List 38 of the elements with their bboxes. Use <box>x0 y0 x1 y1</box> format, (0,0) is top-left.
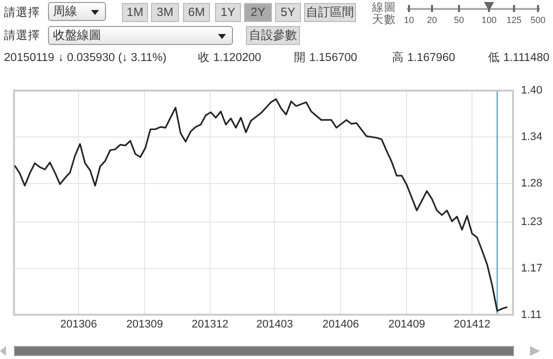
text: 自訂區間 <box>304 3 356 22</box>
text: 100 <box>480 15 498 26</box>
text: 高 1.167960 <box>392 52 456 64</box>
text: 2Y <box>244 3 272 22</box>
y-tick-label: 1.34 <box>521 131 542 144</box>
text: 500 <box>529 15 547 26</box>
y-tick-label: 1.23 <box>521 216 542 228</box>
text: 3M <box>151 3 179 22</box>
text: 線圖天數 <box>372 2 397 26</box>
x-tick-label: 201406 <box>322 318 360 330</box>
x-tick-label: 201306 <box>60 318 97 330</box>
y-tick-label: 1.17 <box>521 262 542 274</box>
text: 開 1.156700 <box>294 52 358 64</box>
text: 1M <box>122 3 148 22</box>
text: 低 1.111480 <box>488 52 550 64</box>
text: 收盤線圖 <box>53 28 101 42</box>
x-tick-label: 201403 <box>256 318 293 330</box>
text: ↓ 0.035930 (↓ 3.11%) <box>58 52 166 64</box>
text: 6M <box>183 3 210 22</box>
y-tick-label: 1.28 <box>521 177 542 190</box>
text: 5Y <box>275 3 301 22</box>
x-tick-label: 201412 <box>454 318 490 330</box>
y-tick-label: 1.11 <box>521 308 542 321</box>
text: 請選擇 <box>4 7 40 19</box>
text: 125 <box>505 15 523 26</box>
text: 收 1.120200 <box>198 52 262 64</box>
text: 50 <box>452 15 465 26</box>
x-tick-label: 201312 <box>192 318 228 330</box>
x-tick-label: 201409 <box>388 318 426 330</box>
x-tick-label: 201309 <box>126 318 164 330</box>
text: 1Y <box>215 3 241 22</box>
text: 20 <box>426 15 438 26</box>
text: 請選擇 <box>4 30 40 42</box>
y-tick-label: 1.40 <box>521 84 542 97</box>
text: 20150119 <box>4 52 54 64</box>
text: 周線 <box>53 4 77 18</box>
text: 自設參數 <box>246 26 300 45</box>
text: 10 <box>404 15 414 25</box>
